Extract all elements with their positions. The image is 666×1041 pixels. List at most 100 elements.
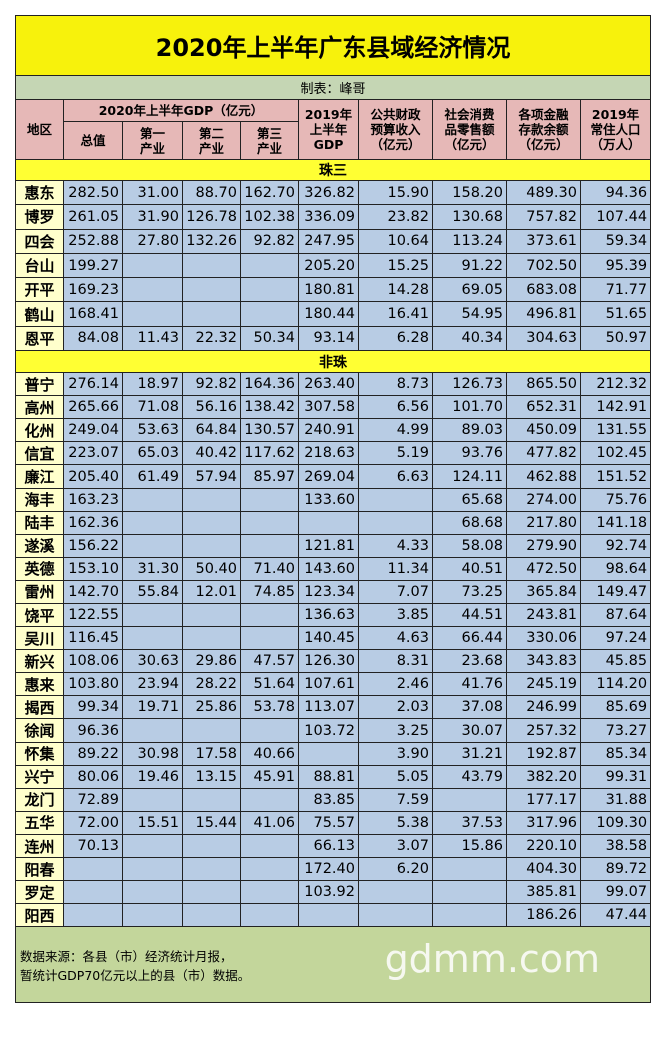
value-cell: 83.85 bbox=[298, 787, 359, 812]
value-cell bbox=[358, 903, 433, 928]
data-row: 陆丰 162.36 68.68 217.80 141.18 bbox=[15, 510, 652, 535]
header-line: 产业 bbox=[256, 140, 282, 156]
value-cell: 19.71 bbox=[122, 695, 183, 720]
region-cell: 廉江 bbox=[15, 464, 64, 489]
value-cell: 136.63 bbox=[298, 603, 359, 628]
value-cell: 65.03 bbox=[122, 441, 183, 466]
value-cell: 13.15 bbox=[182, 764, 241, 789]
value-cell: 205.20 bbox=[298, 252, 359, 279]
value-cell: 3.90 bbox=[358, 741, 433, 766]
value-cell: 40.34 bbox=[432, 325, 507, 352]
value-cell: 123.34 bbox=[298, 579, 359, 605]
value-cell: 15.90 bbox=[358, 179, 433, 206]
header-line: 2019年 bbox=[591, 107, 640, 122]
data-row: 五华 72.00 15.51 15.44 41.06 75.57 5.38 37.53 317.… bbox=[15, 810, 652, 835]
value-cell bbox=[298, 903, 359, 928]
value-cell: 85.97 bbox=[240, 464, 299, 489]
region-cell: 鹤山 bbox=[15, 301, 64, 327]
data-row: 普宁 276.14 18.97 92.82 164.36 263.40 8.73 126.73… bbox=[15, 372, 652, 397]
data-row: 英德 153.10 31.30 50.40 71.40 143.60 11.34 40.51 4… bbox=[15, 556, 652, 581]
value-cell: 11.34 bbox=[358, 556, 433, 581]
value-cell: 121.81 bbox=[298, 533, 359, 558]
value-cell bbox=[240, 510, 299, 535]
value-cell: 102.45 bbox=[579, 441, 652, 466]
value-cell: 109.30 bbox=[579, 810, 652, 835]
value-cell bbox=[182, 787, 241, 812]
data-row: 惠东 282.50 31.00 88.70 162.70 326.82 15.90 158.2… bbox=[15, 179, 652, 206]
data-row: 罗定 103.92 385.81 99.07 bbox=[15, 880, 652, 905]
value-cell: 249.04 bbox=[63, 418, 123, 443]
value-cell: 172.40 bbox=[298, 857, 359, 882]
header-line: 第一 bbox=[139, 125, 165, 141]
value-cell: 101.70 bbox=[432, 395, 507, 420]
value-cell: 88.81 bbox=[298, 764, 359, 789]
value-cell: 73.25 bbox=[432, 579, 507, 605]
value-cell: 85.34 bbox=[579, 741, 652, 766]
value-cell bbox=[182, 510, 241, 535]
value-cell bbox=[182, 603, 241, 628]
value-cell: 97.24 bbox=[579, 626, 652, 651]
value-cell bbox=[240, 718, 299, 743]
value-cell: 14.28 bbox=[358, 277, 433, 303]
value-cell: 151.52 bbox=[579, 464, 652, 489]
value-cell: 3.07 bbox=[358, 833, 433, 859]
value-cell: 89.72 bbox=[579, 857, 652, 882]
value-cell: 6.20 bbox=[358, 857, 433, 882]
value-cell: 38.58 bbox=[579, 833, 652, 859]
value-cell: 865.50 bbox=[506, 372, 581, 397]
value-cell: 15.51 bbox=[122, 810, 183, 835]
footer-row: 数据来源：各县（市）经济统计月报， 暂统计GDP70亿元以上的县（市）数据。 gdm… bbox=[14, 926, 652, 1004]
header-line: 第三 bbox=[256, 125, 282, 141]
value-cell: 65.68 bbox=[432, 487, 507, 512]
value-cell bbox=[182, 903, 241, 928]
group-name: 珠三 bbox=[14, 159, 652, 181]
region-cell: 饶平 bbox=[15, 603, 64, 628]
region-cell: 博罗 bbox=[15, 204, 64, 230]
value-cell: 7.07 bbox=[358, 579, 433, 605]
value-cell: 113.24 bbox=[432, 228, 507, 254]
value-cell: 30.98 bbox=[122, 741, 183, 766]
value-cell: 489.30 bbox=[506, 179, 581, 206]
value-cell: 98.64 bbox=[579, 556, 652, 581]
value-cell: 107.61 bbox=[298, 672, 359, 697]
value-cell: 85.69 bbox=[579, 695, 652, 720]
header-line: 社会消费 bbox=[444, 107, 495, 122]
data-row: 龙门 72.89 83.85 7.59 177.17 31.88 bbox=[15, 787, 652, 812]
header-line: 品零售额 bbox=[444, 122, 495, 137]
value-cell bbox=[240, 787, 299, 812]
data-row: 博罗 261.05 31.90 126.78 102.38 336.09 23.82 130.… bbox=[15, 204, 652, 230]
value-cell: 149.47 bbox=[579, 579, 652, 605]
value-cell bbox=[182, 626, 241, 651]
value-cell: 23.94 bbox=[122, 672, 183, 697]
value-cell: 28.22 bbox=[182, 672, 241, 697]
header-cell: 2020年上半年GDP（亿元） bbox=[63, 99, 299, 122]
header-cell: 社会消费 品零售额 （亿元） bbox=[432, 99, 507, 160]
header-line: （亿元） bbox=[518, 137, 569, 152]
value-cell: 169.23 bbox=[63, 277, 123, 303]
value-cell: 2.46 bbox=[358, 672, 433, 697]
value-cell: 382.20 bbox=[506, 764, 581, 789]
value-cell: 74.85 bbox=[240, 579, 299, 605]
region-cell: 五华 bbox=[15, 810, 64, 835]
value-cell: 31.88 bbox=[579, 787, 652, 812]
value-cell: 50.40 bbox=[182, 556, 241, 581]
header-cell: 2019年 常住人口 （万人） bbox=[579, 99, 652, 160]
value-cell bbox=[298, 741, 359, 766]
region-cell: 兴宁 bbox=[15, 764, 64, 789]
value-cell: 143.60 bbox=[298, 556, 359, 581]
value-cell: 31.00 bbox=[122, 179, 183, 206]
value-cell: 96.36 bbox=[63, 718, 123, 743]
value-cell: 19.46 bbox=[122, 764, 183, 789]
value-cell: 265.66 bbox=[63, 395, 123, 420]
value-cell bbox=[240, 533, 299, 558]
value-cell: 142.91 bbox=[579, 395, 652, 420]
value-cell: 69.05 bbox=[432, 277, 507, 303]
value-cell: 95.39 bbox=[579, 252, 652, 279]
value-cell: 16.41 bbox=[358, 301, 433, 327]
value-cell: 8.73 bbox=[358, 372, 433, 397]
value-cell bbox=[122, 487, 183, 512]
region-cell: 台山 bbox=[15, 252, 64, 279]
value-cell: 22.32 bbox=[182, 325, 241, 352]
header-line: （万人） bbox=[590, 137, 641, 152]
value-cell: 92.74 bbox=[579, 533, 652, 558]
